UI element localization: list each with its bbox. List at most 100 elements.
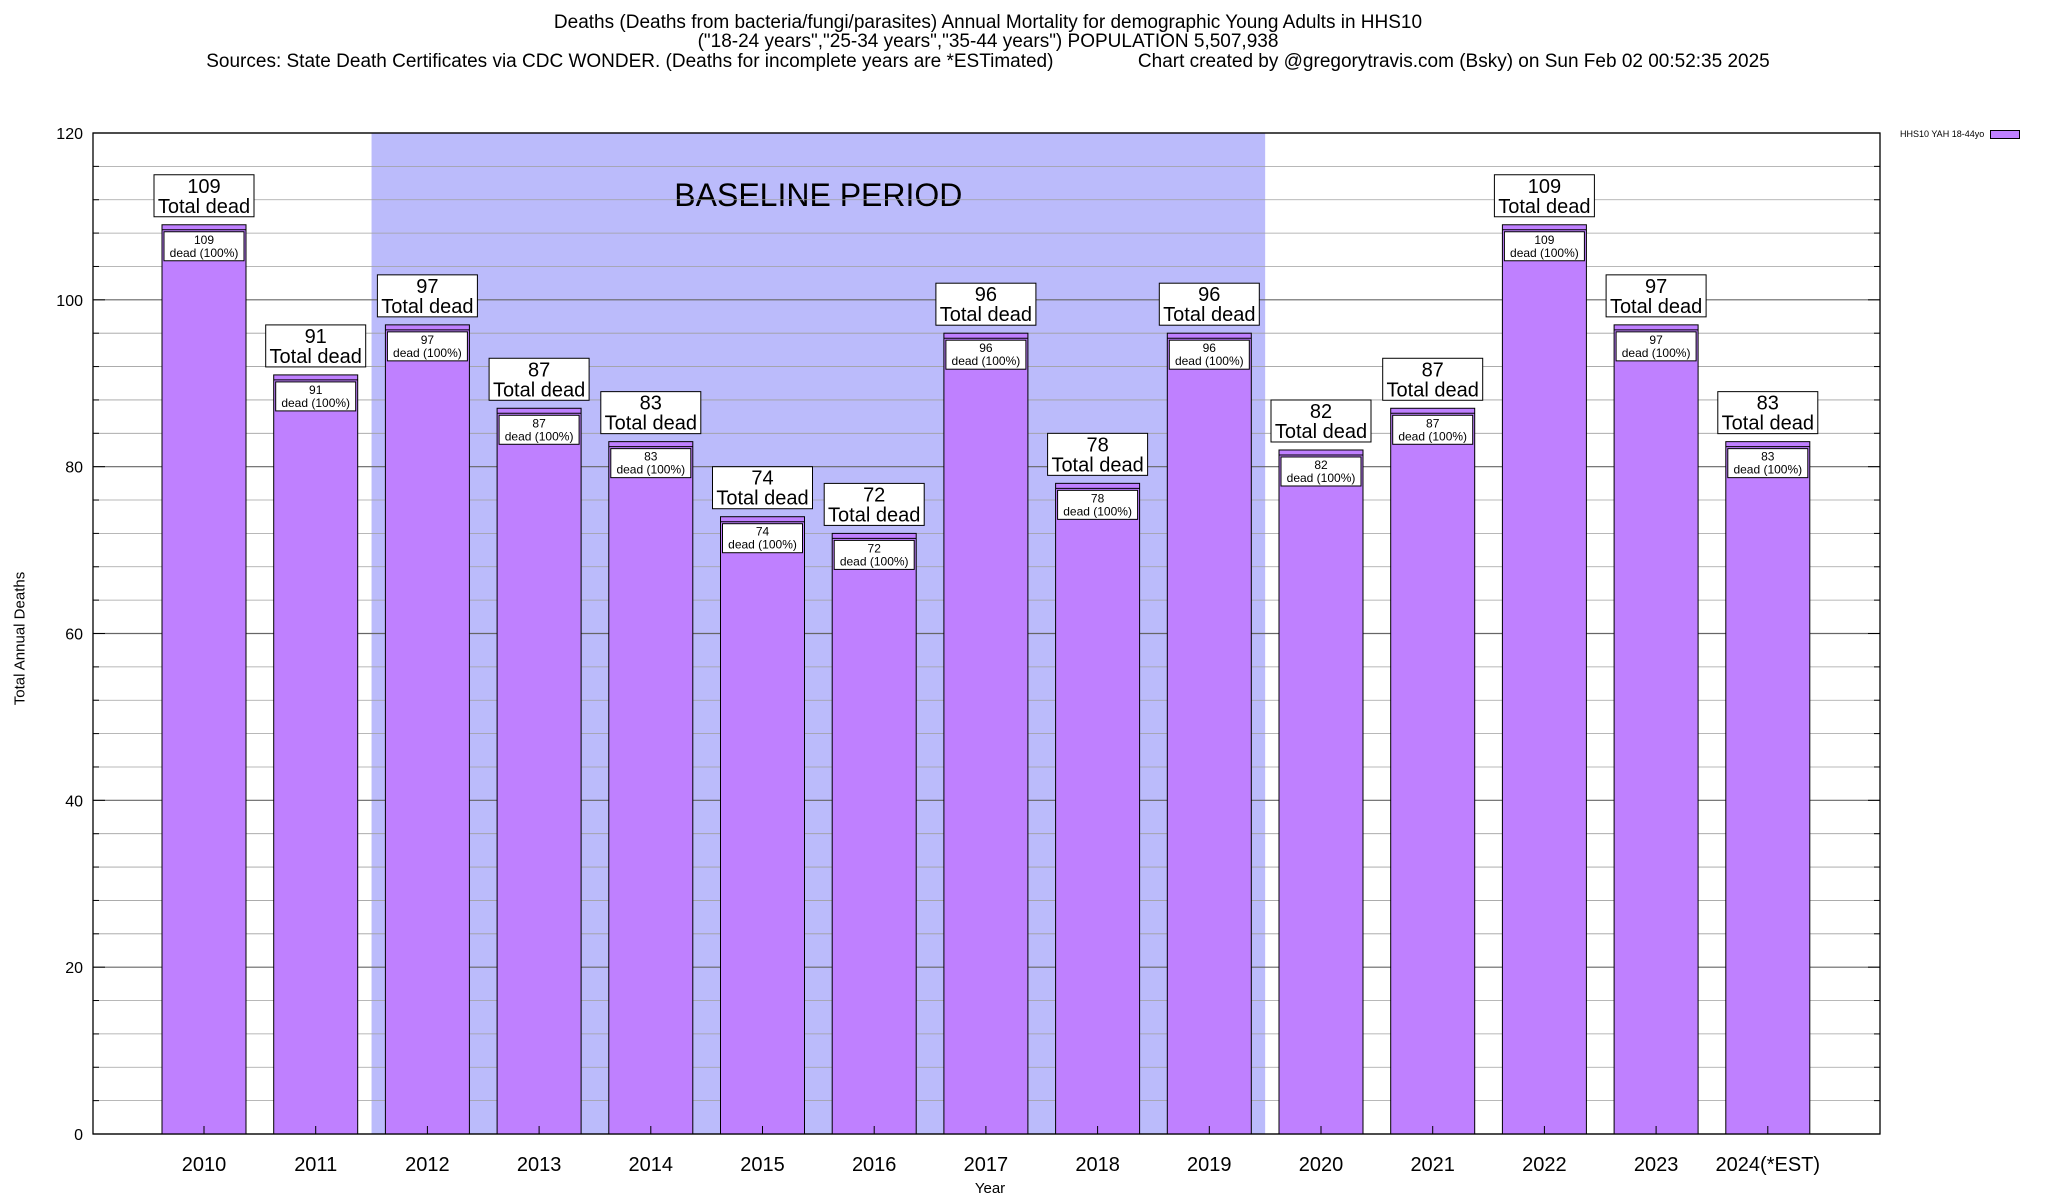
x-axis-label: Year	[974, 1180, 1006, 1197]
inner-label-box	[1727, 448, 1809, 479]
inner-label-box	[722, 523, 803, 554]
x-tick-label: 2012	[405, 1154, 450, 1176]
bar	[1613, 324, 1699, 1135]
x-tick-label: 2011	[294, 1154, 337, 1176]
inner-label-text: dead (100%)	[281, 396, 350, 410]
total-label-text: Total dead	[1387, 379, 1479, 401]
total-label-value: 97	[1645, 276, 1667, 298]
total-label-value: 87	[528, 359, 550, 381]
total-label-box	[488, 357, 590, 401]
baseline-label: BASELINE PERIOD	[674, 177, 962, 213]
y-tick-label: 80	[65, 460, 83, 477]
total-label-text: Total dead	[1163, 304, 1255, 326]
y-tick-label: 0	[74, 1127, 83, 1144]
total-label-box	[1493, 174, 1595, 218]
inner-label-box	[1503, 231, 1585, 262]
inner-label-value: 72	[868, 541, 882, 555]
x-tick-label: 2020	[1299, 1154, 1344, 1176]
bar	[943, 332, 1029, 1135]
inner-label-value: 74	[756, 525, 770, 539]
total-label-text: Total dead	[1275, 421, 1367, 443]
y-tick-label: 40	[65, 793, 83, 810]
chart-title-line-2: ("18-24 years","25-34 years","35-44 year…	[697, 31, 1279, 52]
x-tick-label: 2021	[1410, 1154, 1455, 1176]
total-label-text: Total dead	[1722, 413, 1814, 435]
x-tick-label: 2014	[629, 1154, 674, 1176]
inner-label-value: 82	[1314, 458, 1328, 472]
inner-label-box	[1615, 331, 1697, 362]
bar	[1725, 441, 1811, 1135]
legend-label: HHS10 YAH 18-44yo	[1900, 129, 1985, 139]
total-label-box	[600, 391, 702, 435]
total-label-text: Total dead	[1610, 296, 1702, 318]
inner-label-box	[386, 331, 468, 362]
total-label-text: Total dead	[381, 296, 473, 318]
inner-label-text: dead (100%)	[1622, 346, 1691, 360]
inner-label-text: dead (100%)	[170, 246, 239, 260]
inner-label-box	[498, 414, 580, 445]
inner-label-box	[833, 539, 915, 570]
bar	[273, 374, 359, 1135]
inner-label-text: dead (100%)	[728, 538, 797, 552]
chart-title-line-3: Sources: State Death Certificates via CD…	[206, 51, 1770, 72]
inner-label-text: dead (100%)	[1063, 504, 1132, 518]
total-label-box	[1270, 399, 1372, 443]
inner-label-value: 87	[1426, 416, 1440, 430]
inner-label-value: 96	[1203, 341, 1217, 355]
y-tick-label: 120	[56, 126, 83, 143]
inner-label-text: dead (100%)	[393, 346, 462, 360]
inner-label-value: 83	[644, 450, 658, 464]
total-label-value: 97	[416, 276, 438, 298]
x-tick-label: 2022	[1522, 1154, 1567, 1176]
inner-label-box	[1280, 456, 1362, 487]
total-label-box	[376, 274, 478, 318]
x-tick-label: 2010	[182, 1154, 227, 1176]
total-label-box	[1158, 282, 1260, 326]
total-label-value: 96	[975, 284, 997, 306]
x-tick-label: 2024(*EST)	[1716, 1154, 1821, 1176]
chart-title-line-1: Deaths (Deaths from bacteria/fungi/paras…	[553, 12, 1423, 33]
y-tick-label: 60	[65, 627, 83, 644]
x-tick-label: 2018	[1075, 1154, 1120, 1176]
inner-label-value: 87	[532, 416, 546, 430]
total-label-text: Total dead	[493, 379, 585, 401]
inner-label-box	[275, 381, 357, 412]
total-label-value: 74	[751, 468, 773, 490]
total-label-box	[935, 282, 1037, 326]
bar	[720, 516, 805, 1135]
total-label-box	[712, 466, 813, 510]
total-label-value: 83	[640, 393, 662, 415]
inner-label-text: dead (100%)	[1510, 246, 1579, 260]
x-tick-label: 2016	[852, 1154, 897, 1176]
total-label-text: Total dead	[1498, 196, 1590, 218]
total-label-box	[1047, 432, 1149, 476]
total-label-box	[1382, 357, 1484, 401]
total-label-text: Total dead	[940, 304, 1032, 326]
total-label-text: Total dead	[1051, 454, 1143, 476]
inner-label-text: dead (100%)	[1398, 429, 1467, 443]
total-label-text: Total dead	[605, 413, 697, 435]
inner-label-text: dead (100%)	[1175, 354, 1244, 368]
y-tick-label: 20	[65, 960, 83, 977]
total-label-box	[1605, 274, 1707, 318]
legend-swatch	[1990, 129, 2021, 139]
inner-label-value: 83	[1761, 450, 1775, 464]
bar	[1390, 407, 1476, 1135]
plot-border	[92, 132, 1881, 1135]
inner-label-value: 97	[1649, 333, 1663, 347]
total-label-value: 72	[863, 484, 885, 506]
total-label-box	[1717, 391, 1819, 435]
total-label-value: 91	[305, 326, 327, 348]
bar	[1278, 449, 1364, 1135]
inner-label-value: 78	[1091, 491, 1105, 505]
x-tick-label: 2013	[517, 1154, 562, 1176]
inner-label-box	[945, 339, 1027, 370]
x-tick-label: 2023	[1634, 1154, 1679, 1176]
inner-label-box	[1168, 339, 1250, 370]
inner-label-value: 109	[194, 233, 214, 247]
bar	[1166, 332, 1252, 1135]
inner-label-text: dead (100%)	[952, 354, 1021, 368]
legend: HHS10 YAH 18-44yo	[1900, 129, 2021, 139]
total-label-value: 109	[187, 176, 220, 198]
